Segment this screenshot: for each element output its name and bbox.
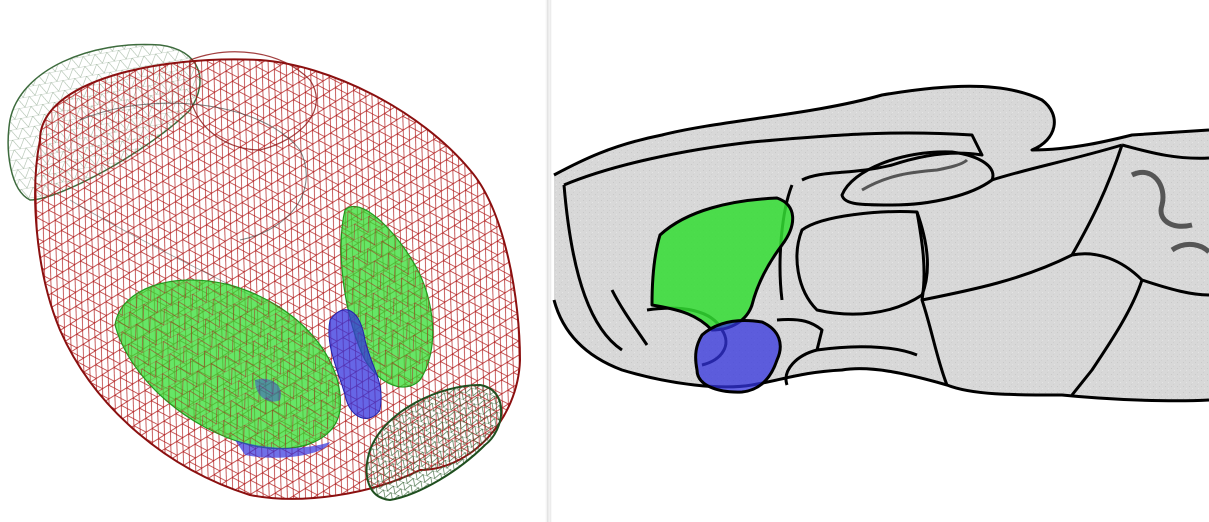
view-splitter[interactable] xyxy=(545,0,552,522)
hippocampus-fold xyxy=(861,158,969,192)
mesh-3d-viewport[interactable] xyxy=(0,0,545,522)
blue-region-3d xyxy=(235,309,382,458)
blue-region-slice[interactable] xyxy=(694,319,782,394)
mesh-3d-canvas[interactable] xyxy=(0,0,545,522)
green-region-slice[interactable] xyxy=(650,196,795,332)
sagittal-slice-viewport[interactable] xyxy=(552,0,1209,522)
cerebellum-mesh xyxy=(365,383,503,502)
sagittal-slice-canvas[interactable] xyxy=(552,0,1209,522)
green-region-3d-left xyxy=(114,279,341,450)
